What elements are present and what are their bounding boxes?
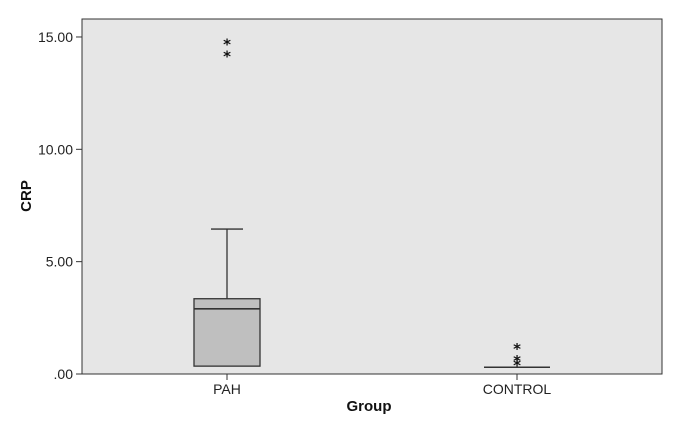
outlier-point: * [223,35,231,53]
outlier-point: * [223,48,231,66]
y-tick-label: .00 [54,366,74,382]
x-tick-label: CONTROL [483,381,552,397]
y-tick-label: 15.00 [38,29,73,45]
box-pah: ** [193,35,261,367]
y-axis: .00 5.00 10.00 15.00 [38,29,82,382]
y-axis-title: CRP [18,180,35,212]
plot-area [81,18,663,375]
y-tick-label: 5.00 [46,254,73,270]
y-tick-label: 10.00 [38,141,73,157]
x-axis-title: Group [347,398,392,415]
outlier-point: * [513,357,521,375]
outlier-point: * [513,340,521,358]
box-iqr [193,298,261,367]
boxes: ***** [193,35,550,375]
x-axis: PAH CONTROL [213,374,551,397]
x-tick-label: PAH [213,381,241,397]
box-control: *** [484,340,550,375]
outlier-point: * [513,352,521,370]
